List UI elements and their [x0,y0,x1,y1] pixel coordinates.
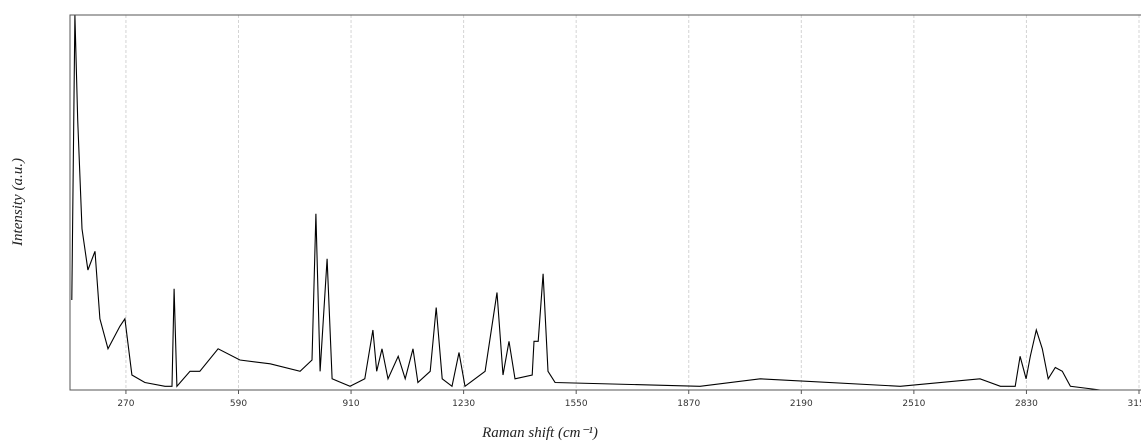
plot-area [70,15,1141,390]
spectrum-line [71,14,1139,391]
x-tick-label: 2190 [790,399,813,409]
x-tick-label: 2510 [902,399,925,409]
x-tick-label: 2830 [1015,399,1038,409]
x-tick-label: 3150 [1128,399,1141,409]
x-tick-label: 590 [230,399,247,409]
x-tick-label: 270 [117,399,134,409]
x-tick-label: 1550 [565,399,588,409]
x-tick-label: 1870 [677,399,700,409]
x-axis-label: Raman shift (cm⁻¹) [481,425,598,441]
x-tick-label: 910 [342,399,359,409]
x-tick-label: 1230 [452,399,475,409]
plot-frame [69,14,1141,391]
y-axis-label: Intensity (a.u.) [10,158,26,247]
